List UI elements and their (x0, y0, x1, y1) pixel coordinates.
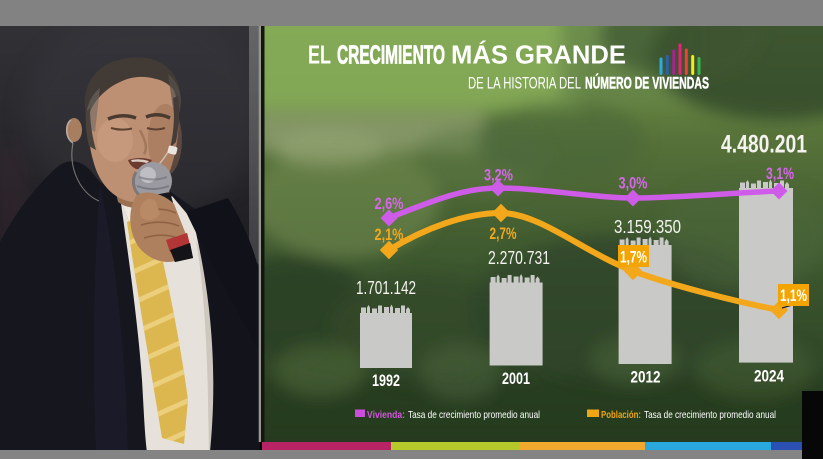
svg-text:2,1%: 2,1% (375, 226, 404, 244)
svg-text:3,0%: 3,0% (619, 175, 648, 193)
svg-text:2.270.731: 2.270.731 (488, 247, 550, 268)
svg-text:Vivienda:: Vivienda: (367, 409, 405, 421)
svg-text:3,1%: 3,1% (766, 165, 794, 183)
svg-text:Población:: Población: (601, 409, 641, 421)
svg-text:Tasa de crecimiento promedio a: Tasa de crecimiento promedio anual (644, 409, 776, 421)
svg-text:2001: 2001 (502, 370, 530, 388)
svg-text:NÚMERO DE VIVIENDAS: NÚMERO DE VIVIENDAS (585, 74, 709, 93)
svg-text:Tasa de crecimiento promedio a: Tasa de crecimiento promedio anual (408, 409, 540, 421)
svg-text:CRECIMIENTO: CRECIMIENTO (337, 40, 445, 70)
svg-text:2,7%: 2,7% (490, 225, 517, 243)
svg-text:4.480.201: 4.480.201 (721, 131, 807, 159)
svg-text:2024: 2024 (754, 368, 784, 386)
svg-text:1,1%: 1,1% (780, 287, 807, 305)
svg-text:2012: 2012 (631, 369, 661, 387)
svg-text:DE LA HISTORIA DEL: DE LA HISTORIA DEL (468, 75, 581, 93)
svg-text:1.701.142: 1.701.142 (356, 277, 416, 298)
svg-text:EL: EL (308, 40, 331, 70)
svg-text:3.159.350: 3.159.350 (614, 216, 681, 237)
svg-text:MÁS GRANDE: MÁS GRANDE (451, 40, 626, 70)
svg-text:3,2%: 3,2% (484, 167, 513, 185)
svg-text:1,7%: 1,7% (620, 249, 647, 267)
svg-text:2,6%: 2,6% (375, 195, 404, 213)
svg-text:1992: 1992 (372, 372, 400, 390)
